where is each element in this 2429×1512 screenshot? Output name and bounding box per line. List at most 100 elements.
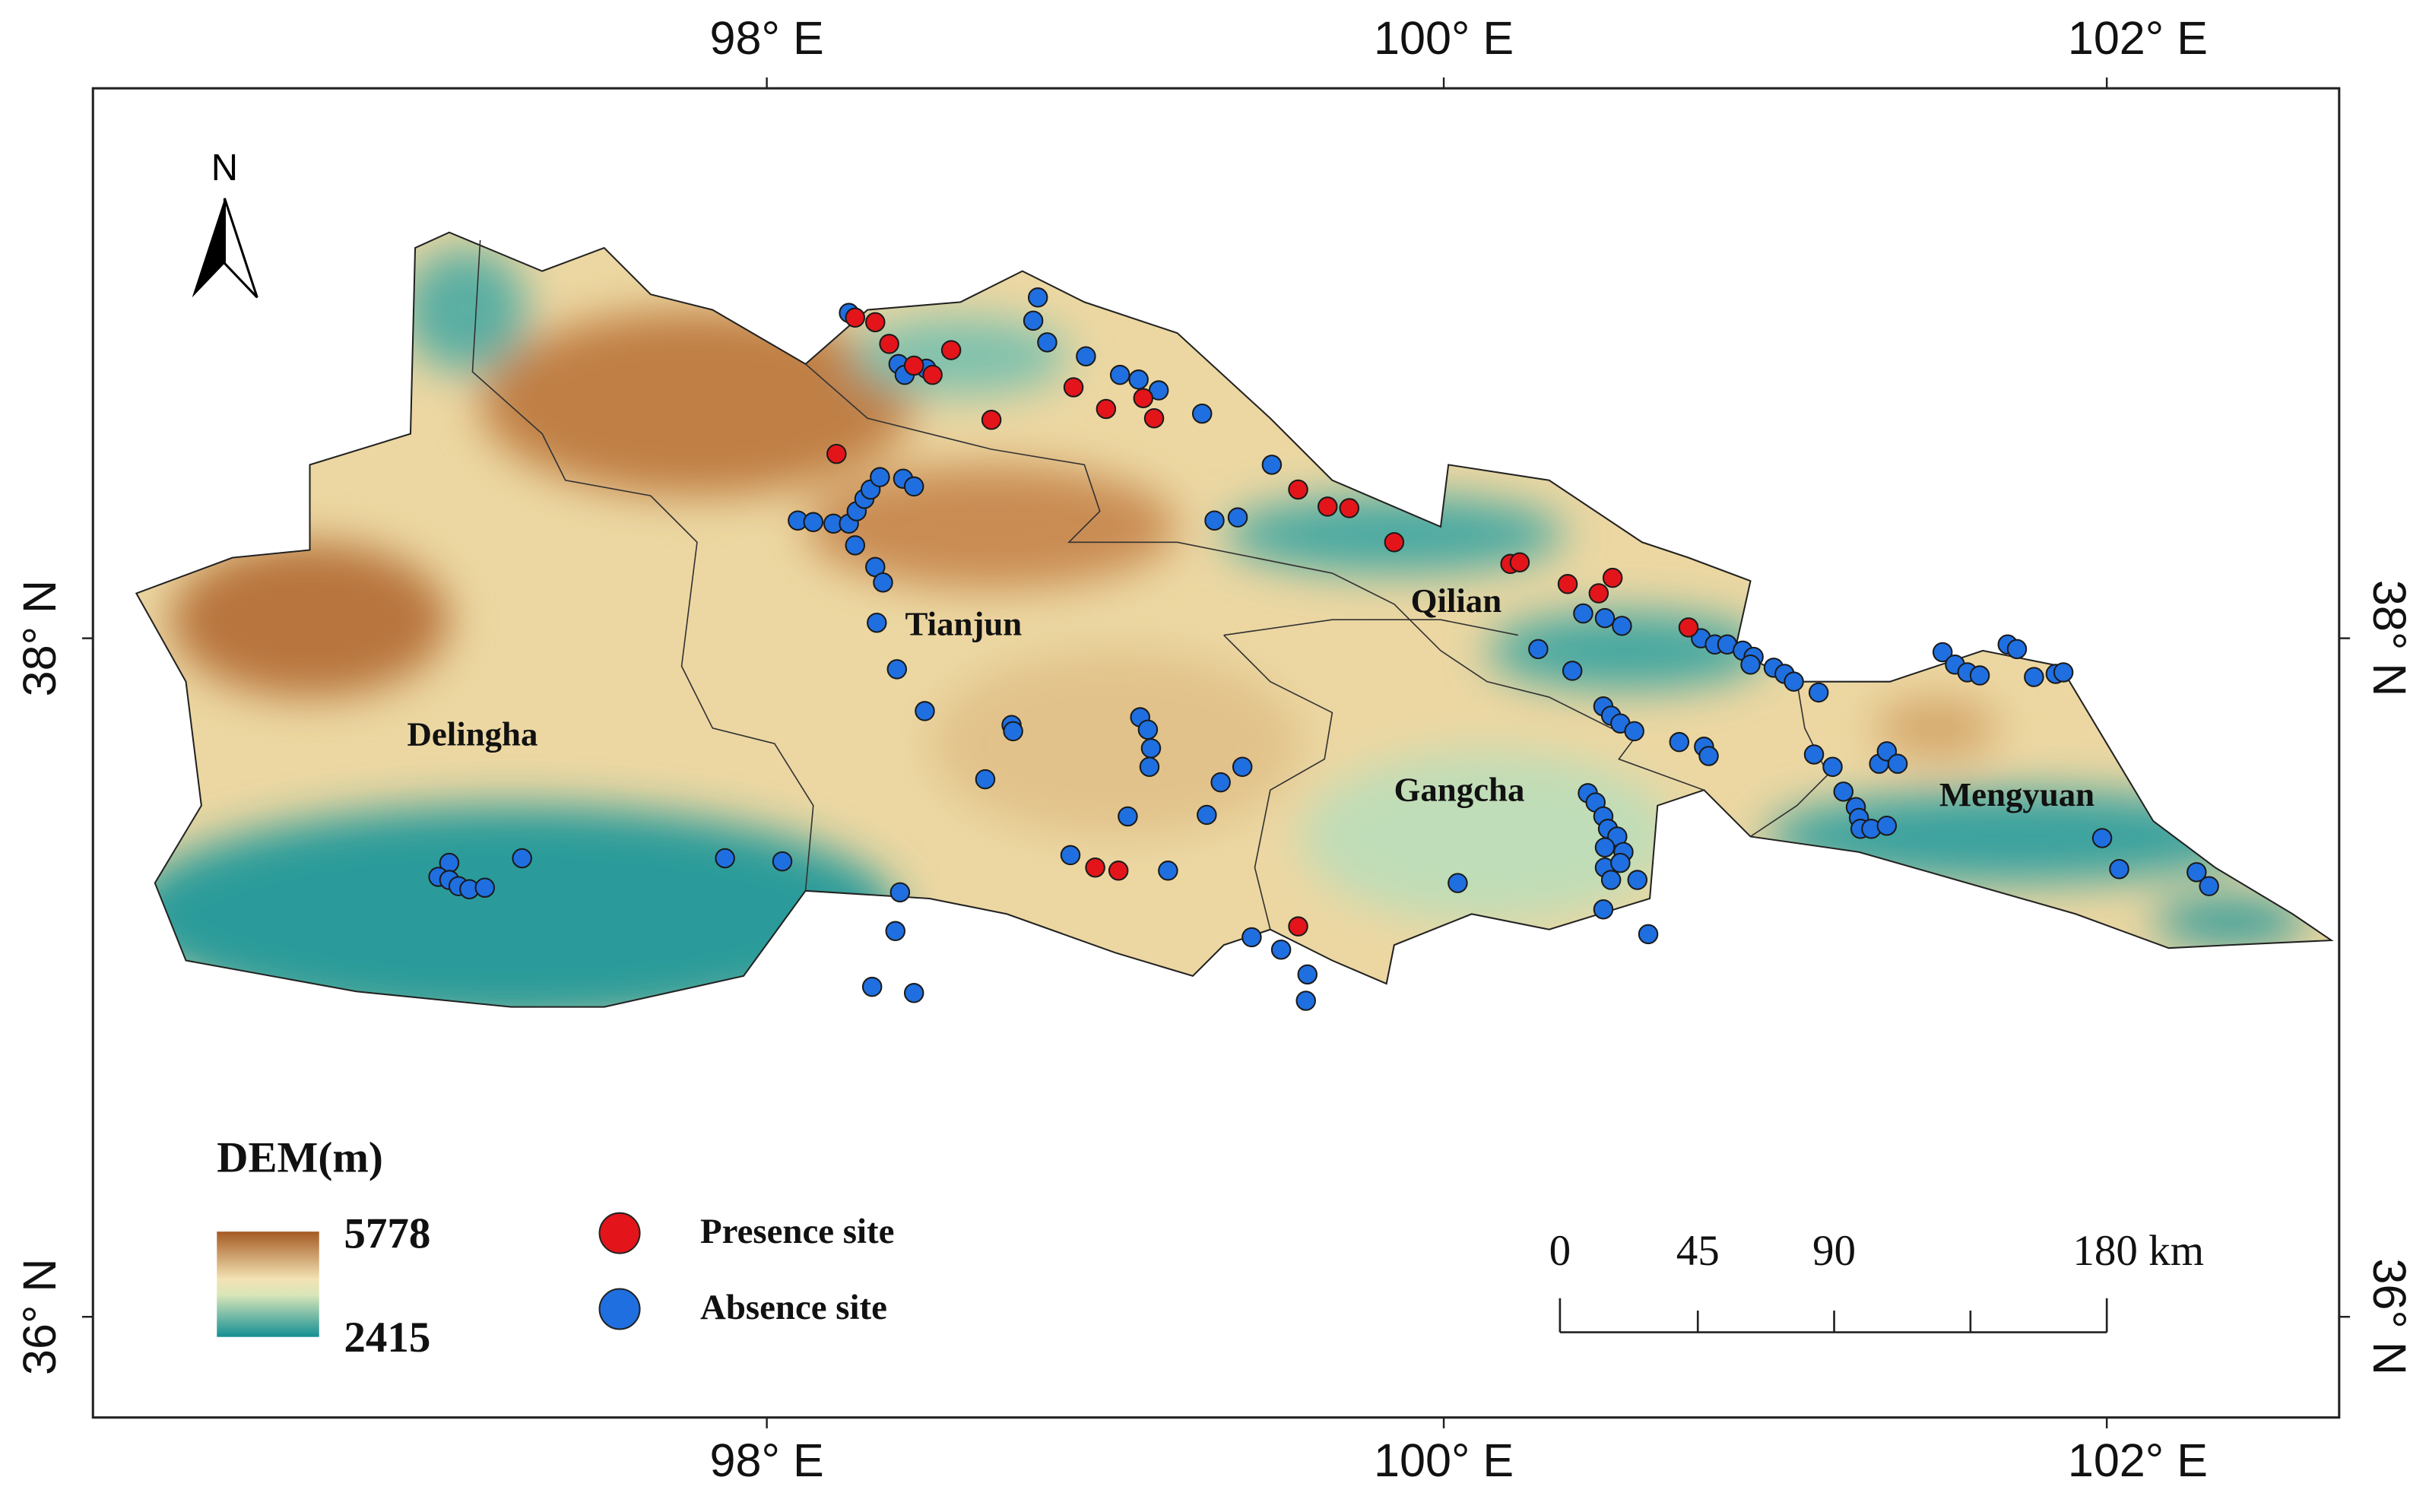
absence-site: [1784, 671, 1804, 692]
absence-site: [1137, 719, 1159, 740]
absence-site: [1158, 861, 1178, 881]
presence-site: [940, 340, 962, 360]
absence-site: [2006, 639, 2028, 660]
region-label: Delingha: [407, 715, 538, 753]
absence-site: [1969, 665, 1990, 686]
absence-site: [1698, 746, 1719, 766]
absence-site: [1600, 870, 1622, 890]
absence-site: [1610, 852, 1631, 873]
latitude-label: 36° N: [2364, 1258, 2415, 1375]
absence-site: [1594, 607, 1616, 629]
absence-site: [2024, 667, 2044, 687]
longitude-label: 102° E: [2068, 1434, 2208, 1486]
absence-site: [803, 512, 823, 533]
absence-site: [903, 476, 924, 497]
presence-site: [1133, 388, 1154, 408]
absence-site: [1140, 738, 1162, 759]
absence-site: [1076, 346, 1096, 366]
legend-absence-label: Absence site: [700, 1288, 887, 1327]
absence-site: [975, 769, 996, 790]
presence-site: [1588, 583, 1609, 604]
absence-site: [1573, 603, 1593, 624]
scale-bar: 0 45 90 180 km: [1549, 1227, 2204, 1333]
scale-label: 45: [1676, 1227, 1720, 1275]
region-label: Tianjun: [905, 605, 1023, 643]
graticule-ticks: [81, 77, 2351, 1428]
absence-site: [886, 659, 908, 680]
presence-site: [922, 364, 943, 385]
absence-site: [1197, 804, 1217, 826]
absence-site: [1297, 964, 1318, 985]
absence-site: [2053, 662, 2074, 683]
absence-site: [1023, 310, 1044, 331]
scale-label: 0: [1549, 1227, 1571, 1275]
absence-site: [870, 467, 890, 487]
presence-site: [1288, 916, 1308, 937]
north-label: N: [211, 147, 238, 189]
absence-site: [715, 848, 735, 869]
absence-site: [1669, 731, 1690, 753]
absence-site: [1118, 806, 1138, 827]
latitude-label: 36° N: [14, 1258, 65, 1375]
absence-site: [1593, 899, 1614, 920]
absence-site: [1887, 753, 1908, 774]
presence-site: [1063, 377, 1084, 398]
absence-site: [1003, 721, 1023, 742]
absence-site: [1037, 332, 1058, 353]
absence-site: [1060, 845, 1081, 866]
legend-presence-symbol: [598, 1212, 641, 1254]
absence-site: [1833, 781, 1854, 802]
absence-site: [1241, 927, 1262, 948]
dem-min-label: 2415: [344, 1314, 430, 1361]
absence-site: [1128, 369, 1149, 390]
absence-site: [2199, 876, 2219, 896]
absence-site: [2109, 859, 2129, 880]
absence-site: [1808, 682, 1829, 703]
presence-site: [981, 410, 1002, 430]
absence-site: [867, 612, 887, 633]
absence-site: [1638, 924, 1659, 945]
absence-site: [1261, 455, 1283, 475]
absence-site: [1270, 939, 1292, 960]
absence-site: [915, 701, 935, 721]
absence-site: [772, 851, 793, 872]
legend-presence-label: Presence site: [700, 1212, 894, 1251]
absence-site: [845, 535, 866, 556]
sites: [428, 287, 2219, 1011]
presence-site: [1509, 552, 1530, 573]
presence-site: [826, 443, 847, 464]
absence-site: [2186, 862, 2207, 883]
presence-site: [1602, 567, 1623, 588]
absence-site: [2091, 828, 2113, 848]
absence-site: [1227, 507, 1248, 528]
absence-site: [1027, 287, 1048, 308]
region-label: Gangcha: [1394, 771, 1525, 809]
presence-site: [1678, 617, 1699, 638]
presence-site: [1096, 398, 1117, 420]
absence-site: [1822, 756, 1843, 778]
absence-site: [1803, 744, 1825, 765]
absence-site: [1109, 364, 1130, 385]
longitude-label: 98° E: [710, 12, 824, 64]
presence-site: [845, 307, 866, 328]
latitude-label: 38° N: [2364, 580, 2415, 697]
absence-site: [1876, 815, 1898, 836]
presence-site: [1339, 498, 1360, 518]
absence-site: [1232, 756, 1253, 778]
north-arrow: N: [192, 147, 258, 299]
absence-site: [1624, 721, 1644, 742]
absence-site: [903, 983, 924, 1003]
absence-site: [1204, 510, 1225, 531]
absence-site: [1295, 991, 1316, 1011]
scale-label: 90: [1812, 1227, 1856, 1275]
longitude-label: 100° E: [1374, 12, 1514, 64]
legend: DEM(m) 5778 2415 Presence site Absence s…: [217, 1134, 894, 1361]
legend-title: DEM(m): [217, 1134, 383, 1182]
absence-site: [885, 921, 905, 942]
absence-site: [1740, 655, 1761, 675]
absence-site: [1562, 661, 1583, 681]
absence-site: [889, 882, 911, 903]
absence-site: [1191, 403, 1213, 424]
absence-site: [1627, 870, 1648, 890]
